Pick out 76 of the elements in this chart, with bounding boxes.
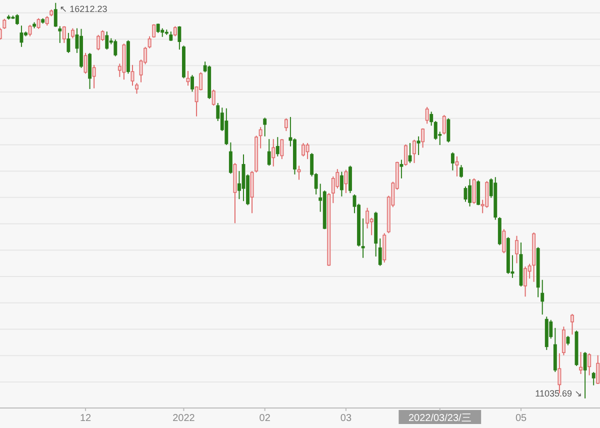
candlestick	[130, 64, 134, 86]
candlestick	[276, 136, 280, 157]
candlestick	[460, 164, 463, 178]
candlestick	[366, 207, 370, 229]
x-tick-label: 03	[340, 413, 352, 424]
candlestick	[468, 178, 472, 207]
x-tick-label: 02	[259, 413, 271, 424]
candlestick	[169, 31, 173, 42]
candlestick	[280, 138, 284, 160]
candlestick	[588, 352, 592, 376]
candlestick	[306, 142, 310, 160]
annotation: ↖ 16212.23	[60, 4, 108, 14]
candlestick	[404, 144, 408, 166]
x-tick-label: 2022/03/23/三	[408, 413, 472, 424]
candlestick	[190, 74, 194, 92]
x-tick-label: 05	[515, 413, 528, 424]
candlestick	[476, 180, 480, 206]
candlestick	[562, 326, 566, 356]
candlestick	[502, 228, 506, 254]
candlestick	[540, 279, 544, 316]
candlestick	[284, 118, 288, 132]
candlestick	[45, 16, 49, 26]
candlestick	[62, 26, 66, 44]
candlestick	[344, 169, 348, 194]
x-tick-label: 2022	[172, 413, 196, 424]
candlestick	[92, 64, 96, 89]
candlestick	[58, 26, 62, 44]
candlestick	[70, 28, 74, 39]
candlestick	[450, 152, 454, 171]
candlestick	[442, 114, 446, 135]
x-tick-label: 12	[80, 413, 92, 424]
candlestick	[485, 180, 489, 208]
candlestick	[455, 156, 459, 177]
candlestick	[105, 31, 109, 50]
candlestick	[378, 238, 382, 266]
candlestick	[212, 89, 216, 106]
candlestick	[348, 165, 352, 194]
candlestick	[156, 23, 160, 34]
candlestick	[416, 136, 420, 156]
candlestick	[570, 313, 574, 336]
candlestick	[361, 218, 365, 258]
candlestick	[263, 117, 267, 137]
candlestick	[135, 82, 138, 94]
candlestick	[412, 139, 416, 164]
candlestick	[36, 18, 40, 30]
candlestick	[434, 120, 438, 140]
candlestick	[224, 108, 228, 146]
candlestick	[446, 118, 450, 143]
candlestick	[472, 178, 476, 204]
candlestick	[173, 26, 177, 37]
candlestick	[258, 126, 262, 149]
candlestick	[400, 159, 404, 179]
candlestick	[421, 128, 425, 148]
candlestick	[430, 111, 434, 126]
candlestick	[583, 351, 587, 399]
candlestick	[66, 32, 70, 54]
candlestick	[272, 138, 276, 167]
candlestick	[152, 24, 156, 38]
candlestick	[524, 266, 528, 298]
candlestick	[54, 2, 58, 28]
candlestick	[331, 176, 335, 204]
candlestick	[267, 138, 271, 166]
candlestick	[579, 351, 583, 374]
candlestick	[425, 106, 429, 124]
annotation: 11035.69 ↘	[535, 388, 582, 398]
candlestick	[228, 142, 232, 174]
candlestick	[596, 354, 600, 385]
candlestick	[592, 372, 596, 386]
candlestick	[15, 14, 19, 26]
candlestick	[114, 39, 118, 57]
candlestick	[96, 34, 100, 51]
candlestick	[178, 26, 182, 50]
candlestick	[2, 18, 6, 30]
candlestick	[148, 36, 152, 49]
candlestick	[340, 171, 344, 197]
candlestick	[515, 235, 518, 264]
